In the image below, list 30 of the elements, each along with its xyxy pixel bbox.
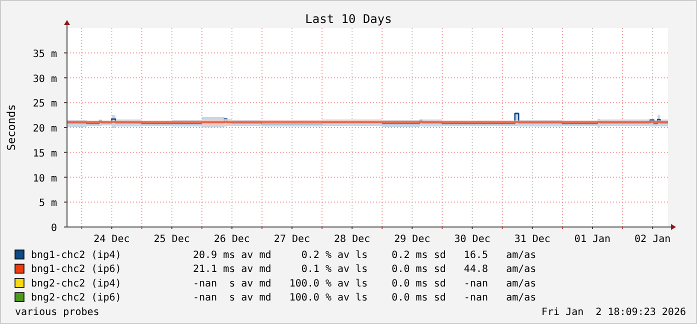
x-tick-label: 31 Dec — [514, 234, 550, 245]
x-tick-label: 29 Dec — [394, 234, 430, 245]
y-tick-label: 20 m — [32, 124, 57, 134]
chart-title: Last 10 Days — [305, 12, 392, 26]
x-tick-label: 01 Jan — [574, 234, 611, 245]
x-tick-label: 28 Dec — [334, 234, 370, 245]
x-tick-label: 27 Dec — [274, 234, 310, 245]
text: -nan s av md 100.0 % av ls 0.0 ms sd -nan am/as — [193, 278, 536, 290]
y-tick-label: 30 m — [32, 74, 57, 85]
text: Fri Jan 2 18:09:23 2026 — [542, 306, 686, 318]
text: various probes — [15, 306, 100, 318]
y-tick-label: 15 m — [32, 148, 57, 160]
x-tick-label: 25 Dec — [154, 234, 190, 245]
y-tick-label: 25 m — [32, 98, 57, 110]
y-tick-label: 10 m — [32, 173, 57, 184]
legend-label: bng2-chc2 (ip6) — [31, 292, 122, 304]
x-tick-label: 02 Jan — [634, 234, 671, 245]
text: 21.1 ms av md 0.1 % av ls 0.0 ms sd 44.8 am/as — [193, 264, 536, 276]
legend-label: bng1-chc2 (ip4) — [31, 250, 122, 261]
y-tick-label: 5 m — [38, 198, 57, 210]
y-tick-label: 35 m — [32, 48, 57, 60]
legend-label: bng2-chc2 (ip4) — [31, 278, 122, 290]
text: 20.9 ms av md 0.2 % av ls 0.2 ms sd 16.5 am/as — [193, 250, 536, 261]
x-tick-label: 30 Dec — [454, 234, 490, 245]
y-tick-label: 0 — [50, 223, 57, 234]
legend-label: bng1-chc2 (ip6) — [31, 264, 122, 276]
y-axis-title: Seconds — [5, 104, 18, 151]
text: -nan s av md 100.0 % av ls 0.0 ms sd -nan am/as — [193, 292, 536, 304]
x-tick-label: 24 Dec — [94, 234, 130, 245]
x-tick-label: 26 Dec — [214, 234, 250, 245]
